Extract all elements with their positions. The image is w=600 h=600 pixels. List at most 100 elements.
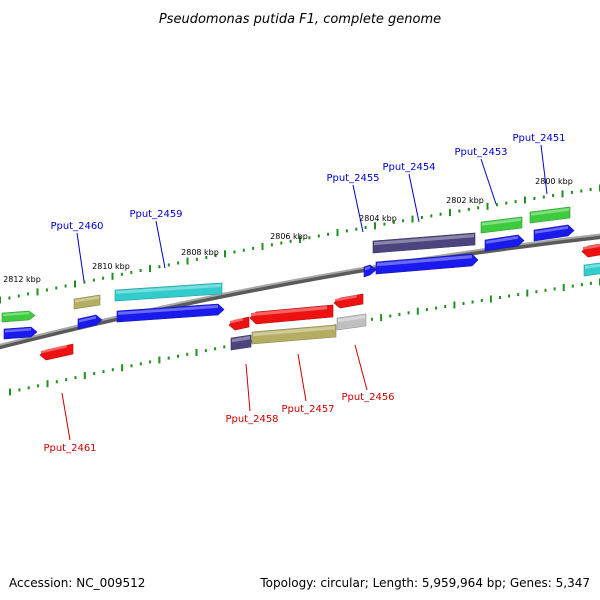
lower-tick xyxy=(37,384,40,388)
gene-bar-pput-2458-highlight xyxy=(232,336,250,343)
lower-tick xyxy=(18,388,21,392)
gene-arrow-pput-2451-highlight xyxy=(535,226,568,234)
upper-tick xyxy=(355,227,358,231)
gene-arrow-red-small xyxy=(228,316,250,331)
upper-tick xyxy=(252,246,255,250)
lower-tick xyxy=(27,386,30,390)
gene-bar-pput-2451 xyxy=(529,206,571,224)
upper-tick xyxy=(402,219,405,223)
lower-tick xyxy=(177,354,179,358)
tick-label-2806: 2806 kbp xyxy=(270,232,308,241)
map-title: Pseudomonas putida F1, complete genome xyxy=(159,12,441,27)
lower-tick xyxy=(186,352,189,356)
gene-arrow-pput-2457-top xyxy=(249,304,334,325)
lower-tick xyxy=(508,294,511,298)
upper-tick xyxy=(64,284,67,288)
lower-tick xyxy=(453,301,456,309)
lower-tick xyxy=(74,376,77,380)
upper-tick xyxy=(27,292,30,296)
gene-arrow-red-edge-highlight xyxy=(583,244,600,250)
gene-arrow-pput-2456-body xyxy=(333,293,364,309)
upper-tick xyxy=(17,294,20,298)
upper-tick xyxy=(533,197,536,200)
gene-bar-pput-2451-highlight xyxy=(531,208,569,216)
lower-tick xyxy=(398,312,401,316)
upper-tick xyxy=(449,209,451,217)
tick-labels: 2812 kbp 2810 kbp 2808 kbp 2806 kbp 2804… xyxy=(3,177,573,284)
upper-tick xyxy=(233,250,236,254)
lower-tick xyxy=(389,314,392,318)
lower-tick xyxy=(204,349,207,353)
gene-label-pput-2455: Pput_2455 xyxy=(326,173,379,184)
upper-tick xyxy=(486,202,489,210)
lower-tick xyxy=(416,307,419,315)
gene-arrow-pput-2461-highlight xyxy=(41,345,67,354)
gene-arrow-pput-2456 xyxy=(333,293,364,309)
gene-bar-pput-2456-highlight xyxy=(338,315,365,323)
lower-tick xyxy=(407,311,410,315)
upper-tick xyxy=(580,189,583,193)
upper-tick xyxy=(186,257,189,265)
gene-bar-pput-2459-highlight xyxy=(116,284,221,294)
gene-arrow-pput-2455 xyxy=(363,264,377,278)
upper-tick xyxy=(177,261,180,265)
upper-tick xyxy=(392,220,395,224)
lower-tick xyxy=(580,283,583,287)
lower-tick xyxy=(517,293,520,297)
upper-tick xyxy=(336,229,339,237)
leader-pput-2454 xyxy=(408,173,420,223)
upper-tick xyxy=(524,196,526,204)
lower-tick xyxy=(526,289,529,297)
lower-tick xyxy=(380,314,383,322)
lower-tick xyxy=(9,388,11,396)
upper-tick xyxy=(74,280,76,288)
upper-tick xyxy=(477,206,480,210)
gene-bar-pput-2459 xyxy=(114,282,223,302)
lower-tick xyxy=(111,368,114,372)
upper-tick xyxy=(8,296,11,300)
gene-label-pput-2457: Pput_2457 xyxy=(281,404,334,415)
upper-tick xyxy=(195,257,198,261)
gene-arrow-red-edge xyxy=(581,243,600,258)
gene-bar-pput-2454-highlight xyxy=(374,234,474,246)
gene-arrow-pput-2459-highlight xyxy=(118,305,218,315)
lower-tick xyxy=(130,364,133,368)
upper-tick xyxy=(374,222,376,230)
gene-arrow-pput-2460-highlight xyxy=(79,316,96,323)
upper-tick-track xyxy=(0,184,600,304)
lower-tick xyxy=(471,300,474,304)
tick-label-2800: 2800 kbp xyxy=(535,177,573,186)
lower-tick xyxy=(214,347,217,351)
lower-tick xyxy=(102,370,105,374)
gene-arrow-pput-2453-highlight xyxy=(486,236,518,244)
upper-tick xyxy=(542,195,545,199)
accession-text: Accession: NC_009512 xyxy=(9,576,145,590)
upper-tick xyxy=(364,226,367,229)
gene-bar-green-left-highlight xyxy=(3,312,29,317)
gene-bar-pput-2456 xyxy=(336,313,367,331)
leader-pput-2453 xyxy=(480,158,497,205)
upper-tick xyxy=(92,278,95,282)
upper-tick xyxy=(36,288,39,296)
upper-tick xyxy=(45,288,48,292)
gene-arrow-pput-2461 xyxy=(39,343,74,361)
lower-tick xyxy=(544,288,547,292)
leader-pput-2455 xyxy=(352,184,364,233)
gene-bar-pput-2454 xyxy=(372,232,476,254)
lower-tick xyxy=(121,364,124,372)
gene-arrow-red-small-body xyxy=(228,316,250,331)
upper-tick xyxy=(83,280,86,284)
leader-pput-2461 xyxy=(61,392,71,441)
lower-tick xyxy=(489,295,492,303)
lower-tick xyxy=(167,356,170,360)
lower-tick xyxy=(480,299,483,302)
upper-tick xyxy=(214,254,217,258)
upper-tick xyxy=(317,234,320,238)
tick-label-2802: 2802 kbp xyxy=(446,196,484,205)
leader-pput-2458 xyxy=(245,363,251,412)
lower-tick xyxy=(46,380,49,388)
upper-tick xyxy=(224,250,226,258)
gene-arrow-pput-2457-top-highlight xyxy=(251,306,327,317)
upper-tick xyxy=(149,265,151,273)
upper-tick xyxy=(299,236,301,243)
